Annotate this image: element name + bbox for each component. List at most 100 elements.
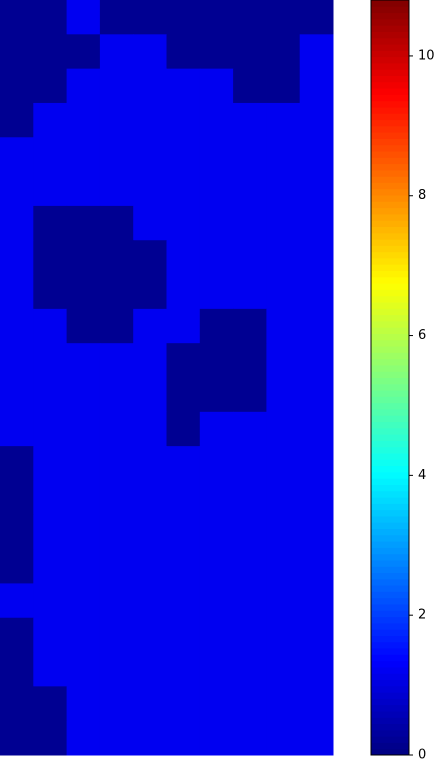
- colorbar-step: [371, 213, 409, 221]
- heatmap-cell: [166, 274, 201, 310]
- colorbar-step: [371, 572, 409, 580]
- heatmap-cell: [133, 446, 167, 481]
- heatmap-cell: [66, 446, 101, 481]
- colorbar-step: [371, 62, 409, 70]
- heatmap-cell: [133, 514, 167, 550]
- heatmap-cell: [33, 274, 68, 310]
- colorbar-step: [371, 641, 409, 649]
- heatmap-cell: [99, 102, 134, 138]
- colorbar-step: [371, 553, 409, 561]
- heatmap-cell: [66, 137, 101, 173]
- heatmap-cell: [33, 480, 68, 516]
- heatmap-cell: [133, 205, 167, 241]
- heatmap-cell: [299, 480, 334, 516]
- heatmap-cell: [266, 549, 301, 584]
- heatmap-cell: [266, 446, 301, 481]
- colorbar-step: [371, 478, 409, 485]
- colorbar-step: [371, 377, 409, 385]
- colorbar-step: [371, 402, 409, 410]
- heatmap-cell: [199, 514, 234, 550]
- colorbar-step: [371, 18, 409, 26]
- heatmap-cell: [233, 205, 267, 241]
- colorbar-step: [371, 138, 409, 146]
- colorbar-step: [371, 6, 409, 14]
- heatmap-cell: [199, 102, 234, 138]
- colorbar-step: [371, 50, 409, 58]
- colorbar-step: [371, 471, 409, 479]
- colorbar-step: [371, 396, 409, 404]
- heatmap-cell: [233, 68, 267, 104]
- heatmap-cell: [66, 583, 101, 619]
- heatmap-cell: [199, 480, 234, 516]
- heatmap-cell: [0, 137, 34, 173]
- colorbar-step: [371, 289, 409, 297]
- colorbar-step: [371, 503, 409, 511]
- heatmap-cell: [33, 686, 68, 722]
- heatmap-cell: [99, 617, 134, 653]
- heatmap-cell: [199, 205, 234, 241]
- heatmap-cell: [133, 549, 167, 584]
- heatmap-cell: [33, 171, 68, 207]
- heatmap-cell: [66, 171, 101, 207]
- heatmap-cell: [0, 480, 34, 516]
- heatmap-cell: [166, 137, 201, 173]
- heatmap-cell: [199, 68, 234, 104]
- heatmap-cell: [0, 274, 34, 310]
- heatmap-cell: [233, 240, 267, 276]
- heatmap-cell: [66, 720, 101, 756]
- colorbar-step: [371, 264, 409, 272]
- heatmap-cell: [99, 308, 134, 344]
- heatmap-cell: [133, 377, 167, 413]
- heatmap-cell: [99, 34, 134, 70]
- colorbar-frame: [370, 0, 410, 756]
- heatmap-cell: [0, 343, 34, 378]
- heatmap-cell: [0, 205, 34, 241]
- heatmap-cell: [233, 308, 267, 344]
- heatmap: [0, 0, 334, 756]
- colorbar-step: [371, 195, 409, 202]
- heatmap-cell: [266, 34, 301, 70]
- heatmap-cell: [233, 137, 267, 173]
- heatmap-cell: [233, 652, 267, 687]
- heatmap-cell: [199, 686, 234, 722]
- colorbar-step: [371, 119, 409, 127]
- heatmap-cell: [66, 652, 101, 687]
- heatmap-cell: [66, 240, 101, 276]
- heatmap-cell: [66, 274, 101, 310]
- colorbar-step: [371, 125, 409, 133]
- colorbar-step: [371, 352, 409, 360]
- heatmap-cell: [99, 652, 134, 687]
- heatmap-cell: [199, 446, 234, 481]
- heatmap-cell: [0, 514, 34, 550]
- colorbar-step: [371, 25, 409, 32]
- heatmap-cell: [66, 549, 101, 584]
- heatmap-cell: [299, 549, 334, 584]
- heatmap-cell: [133, 274, 167, 310]
- heatmap-cell: [299, 137, 334, 173]
- colorbar-step: [371, 371, 409, 378]
- heatmap-cell: [299, 720, 334, 756]
- heatmap-cell: [33, 377, 68, 413]
- heatmap-cell: [33, 583, 68, 619]
- colorbar-step: [371, 56, 409, 64]
- heatmap-cell: [166, 514, 201, 550]
- heatmap-cell: [233, 686, 267, 722]
- colorbar-step: [371, 509, 409, 517]
- heatmap-cell: [0, 102, 34, 138]
- heatmap-cell: [233, 343, 267, 378]
- heatmap-cell: [299, 411, 334, 447]
- colorbar-step: [371, 201, 409, 209]
- colorbar-step: [371, 132, 409, 139]
- heatmap-cell: [233, 377, 267, 413]
- colorbar-step: [371, 427, 409, 435]
- heatmap-cell: [266, 720, 301, 756]
- heatmap-cell: [199, 240, 234, 276]
- colorbar-step: [371, 12, 409, 20]
- heatmap-cell: [199, 137, 234, 173]
- colorbar-step: [371, 257, 409, 265]
- colorbar-step: [371, 163, 409, 171]
- heatmap-cell: [66, 102, 101, 138]
- colorbar-step: [371, 666, 409, 674]
- heatmap-cell: [199, 274, 234, 310]
